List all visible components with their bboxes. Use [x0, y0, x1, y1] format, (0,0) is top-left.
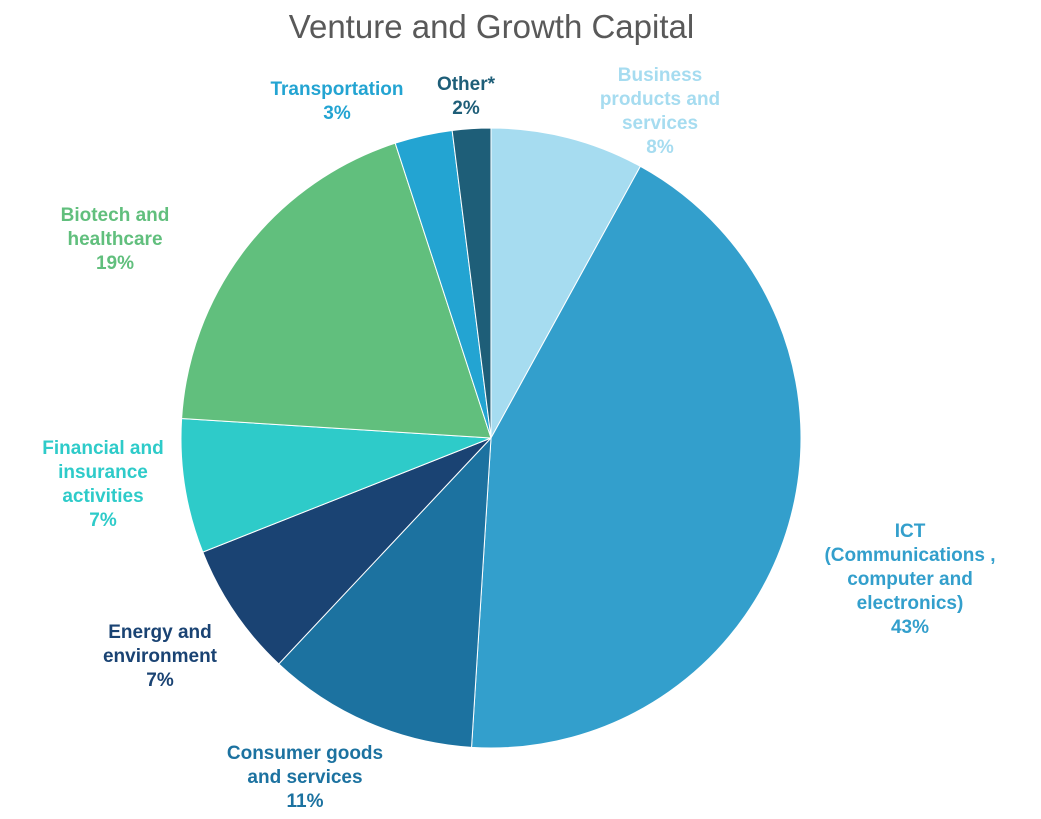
slice-label: ICT (Communications , computer and elect… — [823, 520, 998, 640]
slice-value-label: 11% — [286, 791, 324, 812]
slice-name: Business products and services — [599, 65, 721, 134]
pie-slice — [490, 127, 642, 439]
slice-label: Business products and services 8% — [590, 64, 730, 160]
slice-value-label: 8% — [646, 137, 674, 158]
pie-slice — [451, 127, 492, 439]
slice-label: Energy and environment 7% — [85, 621, 235, 693]
slice-name: Biotech and healthcare — [60, 205, 170, 250]
slice-name: ICT (Communications , computer and elect… — [824, 521, 996, 614]
slice-name: Financial and insurance activities — [42, 438, 164, 507]
slice-value-label: 3% — [323, 103, 351, 124]
slice-label: Consumer goods and services 11% — [218, 742, 393, 814]
slice-value-label: 19% — [95, 253, 135, 274]
pie-slice — [181, 142, 492, 439]
slice-name: Transportation — [270, 79, 404, 100]
pie-slice — [180, 418, 492, 553]
pie-slice — [278, 436, 492, 748]
slice-value-label: 2% — [452, 98, 480, 119]
pie-slice — [202, 437, 492, 665]
slice-value-label: 7% — [146, 670, 174, 691]
slice-label: Transportation 3% — [242, 78, 432, 126]
chart-title: Venture and Growth Capital — [288, 8, 695, 45]
slice-name: Other* — [436, 74, 496, 95]
slice-label: Other* 2% — [421, 73, 511, 121]
pie-slice — [471, 165, 802, 749]
slice-name: Energy and environment — [102, 622, 218, 667]
slice-value-label: 43% — [890, 617, 930, 638]
slice-value-label: 7% — [89, 510, 117, 531]
slice-name: Consumer goods and services — [226, 743, 384, 788]
slice-label: Financial and insurance activities 7% — [23, 437, 183, 533]
slice-label: Biotech and healthcare 19% — [40, 204, 190, 276]
